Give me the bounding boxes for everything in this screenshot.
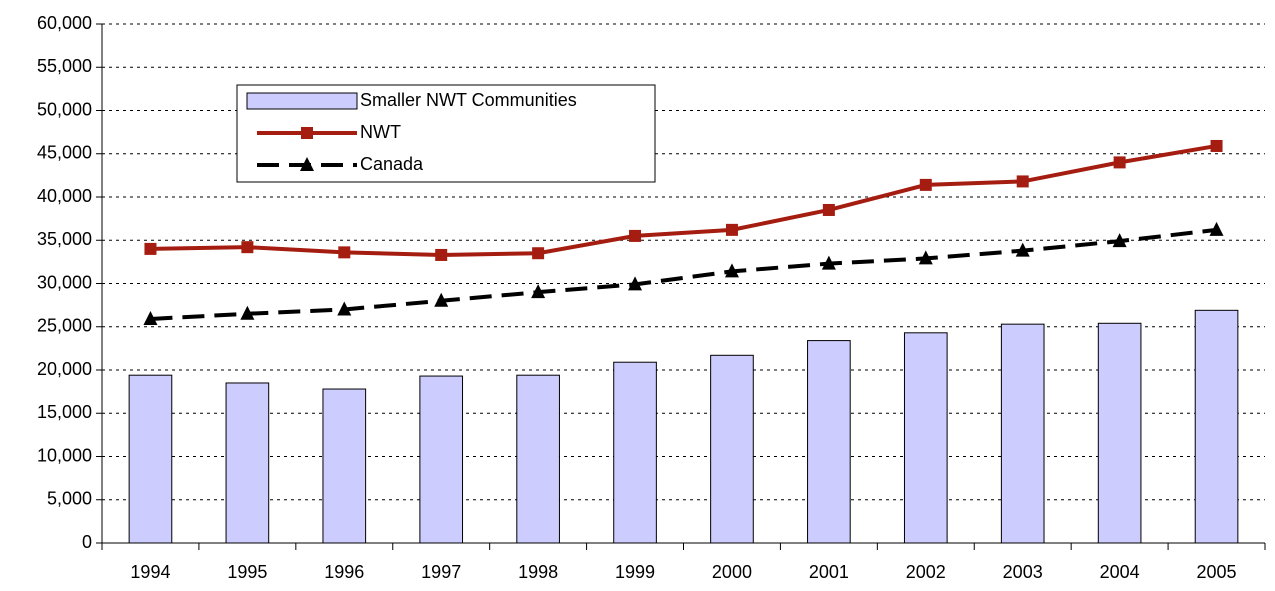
marker [1210,139,1223,152]
y-tick-label: 45,000 [37,143,92,163]
marker [1209,221,1224,236]
x-tick-label: 2003 [1003,562,1043,582]
marker [144,242,157,255]
y-tick-label: 30,000 [37,272,92,292]
bar [710,354,754,544]
legend-label: Smaller NWT Communities [360,90,577,110]
x-tick-label: 1997 [421,562,461,582]
marker [919,178,932,191]
y-tick-label: 50,000 [37,99,92,119]
marker [337,301,352,316]
marker [435,248,448,261]
marker [725,223,738,236]
y-tick-label: 5,000 [47,489,92,509]
marker [240,305,255,320]
x-tick-label: 1998 [518,562,558,582]
x-tick-label: 2000 [712,562,752,582]
marker [338,246,351,259]
y-tick-label: 60,000 [37,13,92,33]
marker [143,310,158,325]
y-tick-label: 10,000 [37,445,92,465]
marker [434,292,449,307]
y-tick-label: 55,000 [37,56,92,76]
bar [903,332,948,544]
marker [241,241,254,254]
legend-label: NWT [360,122,401,142]
line [150,143,1217,257]
x-tick-label: 2004 [1100,562,1140,582]
legend-marker [301,127,313,139]
marker [628,276,643,291]
x-tick-label: 2005 [1197,562,1237,582]
x-tick-label: 1999 [615,562,655,582]
bar [322,388,367,544]
marker [821,255,836,270]
y-tick-label: 40,000 [37,186,92,206]
bar [128,374,173,544]
marker [724,263,739,278]
legend-marker [300,157,314,171]
marker [629,229,642,242]
bar [419,375,464,544]
bar [807,340,851,544]
legend-swatch [246,92,358,110]
y-tick-label: 15,000 [37,402,92,422]
bar [1194,309,1239,544]
bar [1097,322,1142,544]
marker [1016,175,1029,188]
y-tick-label: 20,000 [37,359,92,379]
marker [1112,233,1127,248]
legend-label: Canada [360,154,424,174]
marker [1113,156,1126,169]
x-tick-label: 1994 [130,562,170,582]
marker [822,203,835,216]
marker [1015,242,1030,257]
bar [516,374,560,544]
y-tick-label: 25,000 [37,316,92,336]
x-tick-label: 1996 [324,562,364,582]
marker [531,284,546,299]
x-tick-label: 1995 [227,562,267,582]
marker [918,250,933,265]
line [150,227,1217,321]
bar [1000,323,1045,544]
x-tick-label: 2002 [906,562,946,582]
y-tick-label: 35,000 [37,229,92,249]
y-tick-label: 0 [82,532,92,552]
bar [613,361,657,544]
x-tick-label: 2001 [809,562,849,582]
marker [532,247,545,260]
bar [225,382,270,544]
legend: Smaller NWT Communities NWT Canada [236,84,656,183]
